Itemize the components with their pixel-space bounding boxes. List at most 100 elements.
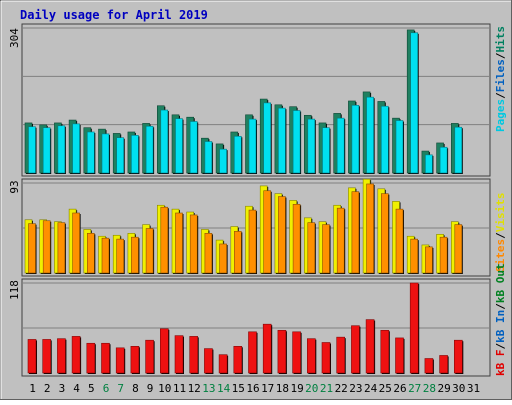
bar-pages-day-1 bbox=[28, 126, 36, 174]
x-tick-label-day-11: 11 bbox=[173, 382, 186, 395]
bar-kb-f-day-15 bbox=[233, 346, 243, 374]
bar-sites-day-9 bbox=[145, 228, 154, 274]
x-tick-label-day-3: 3 bbox=[59, 382, 66, 395]
bar-pages-day-6 bbox=[101, 133, 110, 174]
x-tick-label-day-26: 26 bbox=[393, 382, 406, 395]
bar-sites-day-15 bbox=[234, 231, 242, 274]
x-tick-label-day-5: 5 bbox=[88, 382, 95, 395]
bar-kb-f-day-23 bbox=[351, 325, 360, 374]
bar-sites-day-8 bbox=[131, 236, 139, 274]
bar-sites-day-17 bbox=[263, 190, 272, 274]
bar-kb-f-day-24 bbox=[365, 319, 375, 374]
x-axis-day-labels: 1 2 3 4 5 6 7 8 9 10 11 12 13 14 15 16 17 18 19 20 21 22 23 24 2… bbox=[29, 382, 480, 395]
bar-sites-day-19 bbox=[292, 203, 301, 274]
legend-hits: Hits bbox=[494, 26, 507, 53]
legend-kbout: kB Out bbox=[494, 263, 507, 303]
bar-sites-day-26 bbox=[395, 208, 404, 274]
legend-sep: / bbox=[494, 343, 507, 350]
x-tick-label-day-30: 30 bbox=[452, 382, 465, 395]
x-tick-label-day-25: 25 bbox=[379, 382, 392, 395]
x-tick-label-day-10: 10 bbox=[158, 382, 171, 395]
x-tick-label-day-4: 4 bbox=[73, 382, 80, 395]
bar-sites-day-11 bbox=[175, 212, 183, 274]
bar-pages-day-19 bbox=[292, 110, 301, 174]
ymax-label-visits: 93 bbox=[8, 180, 21, 193]
legend-pages: Pages bbox=[494, 99, 507, 132]
bar-kb-f-day-19 bbox=[292, 331, 301, 374]
x-tick-label-day-23: 23 bbox=[349, 382, 362, 395]
x-tick-label-day-22: 22 bbox=[335, 382, 348, 395]
bar-pages-day-28 bbox=[425, 154, 433, 174]
bar-kb-f-day-1 bbox=[27, 339, 37, 374]
bar-kb-f-day-9 bbox=[145, 339, 154, 374]
bar-kb-f-day-13 bbox=[204, 348, 213, 374]
bar-sites-day-6 bbox=[101, 237, 110, 274]
legend-sites: Sites bbox=[494, 239, 507, 272]
bar-sites-day-25 bbox=[380, 193, 389, 274]
bar-kb-f-day-18 bbox=[277, 329, 287, 374]
chart-title: Daily usage for April 2019 bbox=[20, 8, 208, 22]
bar-kb-f-day-5 bbox=[86, 342, 96, 374]
bar-pages-day-10 bbox=[160, 109, 169, 174]
bars bbox=[24, 29, 464, 374]
bar-sites-day-1 bbox=[28, 223, 36, 274]
bar-kb-f-day-25 bbox=[380, 329, 390, 374]
legend-sep: / bbox=[494, 52, 507, 59]
bar-kb-f-day-17 bbox=[262, 323, 272, 374]
bar-kb-f-day-16 bbox=[248, 331, 257, 374]
bar-pages-day-24 bbox=[366, 96, 374, 174]
bar-pages-day-26 bbox=[395, 120, 404, 174]
x-tick-label-day-15: 15 bbox=[232, 382, 245, 395]
bar-pages-day-18 bbox=[278, 107, 286, 174]
legend-sep: / bbox=[494, 303, 507, 310]
bar-pages-day-29 bbox=[439, 146, 448, 174]
bar-sites-day-7 bbox=[116, 238, 124, 274]
bar-sites-day-10 bbox=[160, 206, 169, 274]
bar-kb-f-day-21 bbox=[321, 342, 331, 374]
bar-kb-f-day-11 bbox=[174, 335, 184, 374]
legend-hits-pages: Pages/Files/Hits bbox=[494, 26, 507, 132]
bar-pages-day-14 bbox=[219, 148, 227, 174]
bar-pages-day-22 bbox=[336, 117, 345, 174]
bar-pages-day-25 bbox=[380, 105, 389, 174]
bar-kb-f-day-12 bbox=[189, 336, 198, 374]
legend-kbf: kB F bbox=[494, 350, 507, 377]
x-tick-label-day-9: 9 bbox=[147, 382, 154, 395]
bar-pages-day-13 bbox=[204, 141, 213, 174]
bar-pages-day-8 bbox=[131, 135, 139, 174]
bar-sites-day-20 bbox=[307, 222, 316, 274]
legend-sep: / bbox=[494, 232, 507, 239]
legend-sep: / bbox=[494, 92, 507, 99]
ymax-label-hits: 304 bbox=[8, 28, 21, 48]
x-tick-label-day-27: 27 bbox=[408, 382, 421, 395]
x-tick-label-day-31: 31 bbox=[467, 382, 480, 395]
bar-pages-day-15 bbox=[234, 135, 242, 174]
bar-sites-day-3 bbox=[57, 222, 66, 274]
bar-kb-f-day-7 bbox=[115, 347, 125, 374]
legend-sites-visits: Sites/Visits bbox=[494, 193, 507, 273]
x-tick-label-day-19: 19 bbox=[290, 382, 303, 395]
bar-kb-f-day-4 bbox=[71, 336, 81, 374]
x-tick-label-day-1: 1 bbox=[29, 382, 36, 395]
bar-kb-f-day-28 bbox=[424, 358, 434, 374]
x-tick-label-day-13: 13 bbox=[202, 382, 215, 395]
x-tick-label-day-7: 7 bbox=[117, 382, 124, 395]
bar-sites-day-14 bbox=[219, 243, 227, 274]
x-tick-label-day-18: 18 bbox=[276, 382, 289, 395]
x-tick-label-day-28: 28 bbox=[423, 382, 436, 395]
x-tick-label-day-14: 14 bbox=[217, 382, 231, 395]
bar-pages-day-12 bbox=[189, 121, 198, 174]
x-tick-label-day-2: 2 bbox=[44, 382, 51, 395]
bar-pages-day-20 bbox=[307, 118, 316, 174]
bar-sites-day-21 bbox=[322, 224, 330, 274]
x-tick-label-day-8: 8 bbox=[132, 382, 139, 395]
bar-sites-day-22 bbox=[336, 207, 345, 274]
bar-sites-day-29 bbox=[439, 236, 448, 274]
bar-pages-day-23 bbox=[351, 104, 360, 174]
bar-kb-f-day-3 bbox=[57, 338, 66, 374]
bar-kb-f-day-2 bbox=[42, 339, 52, 374]
bar-kb-f-day-14 bbox=[218, 354, 228, 374]
bar-pages-day-9 bbox=[145, 125, 154, 174]
